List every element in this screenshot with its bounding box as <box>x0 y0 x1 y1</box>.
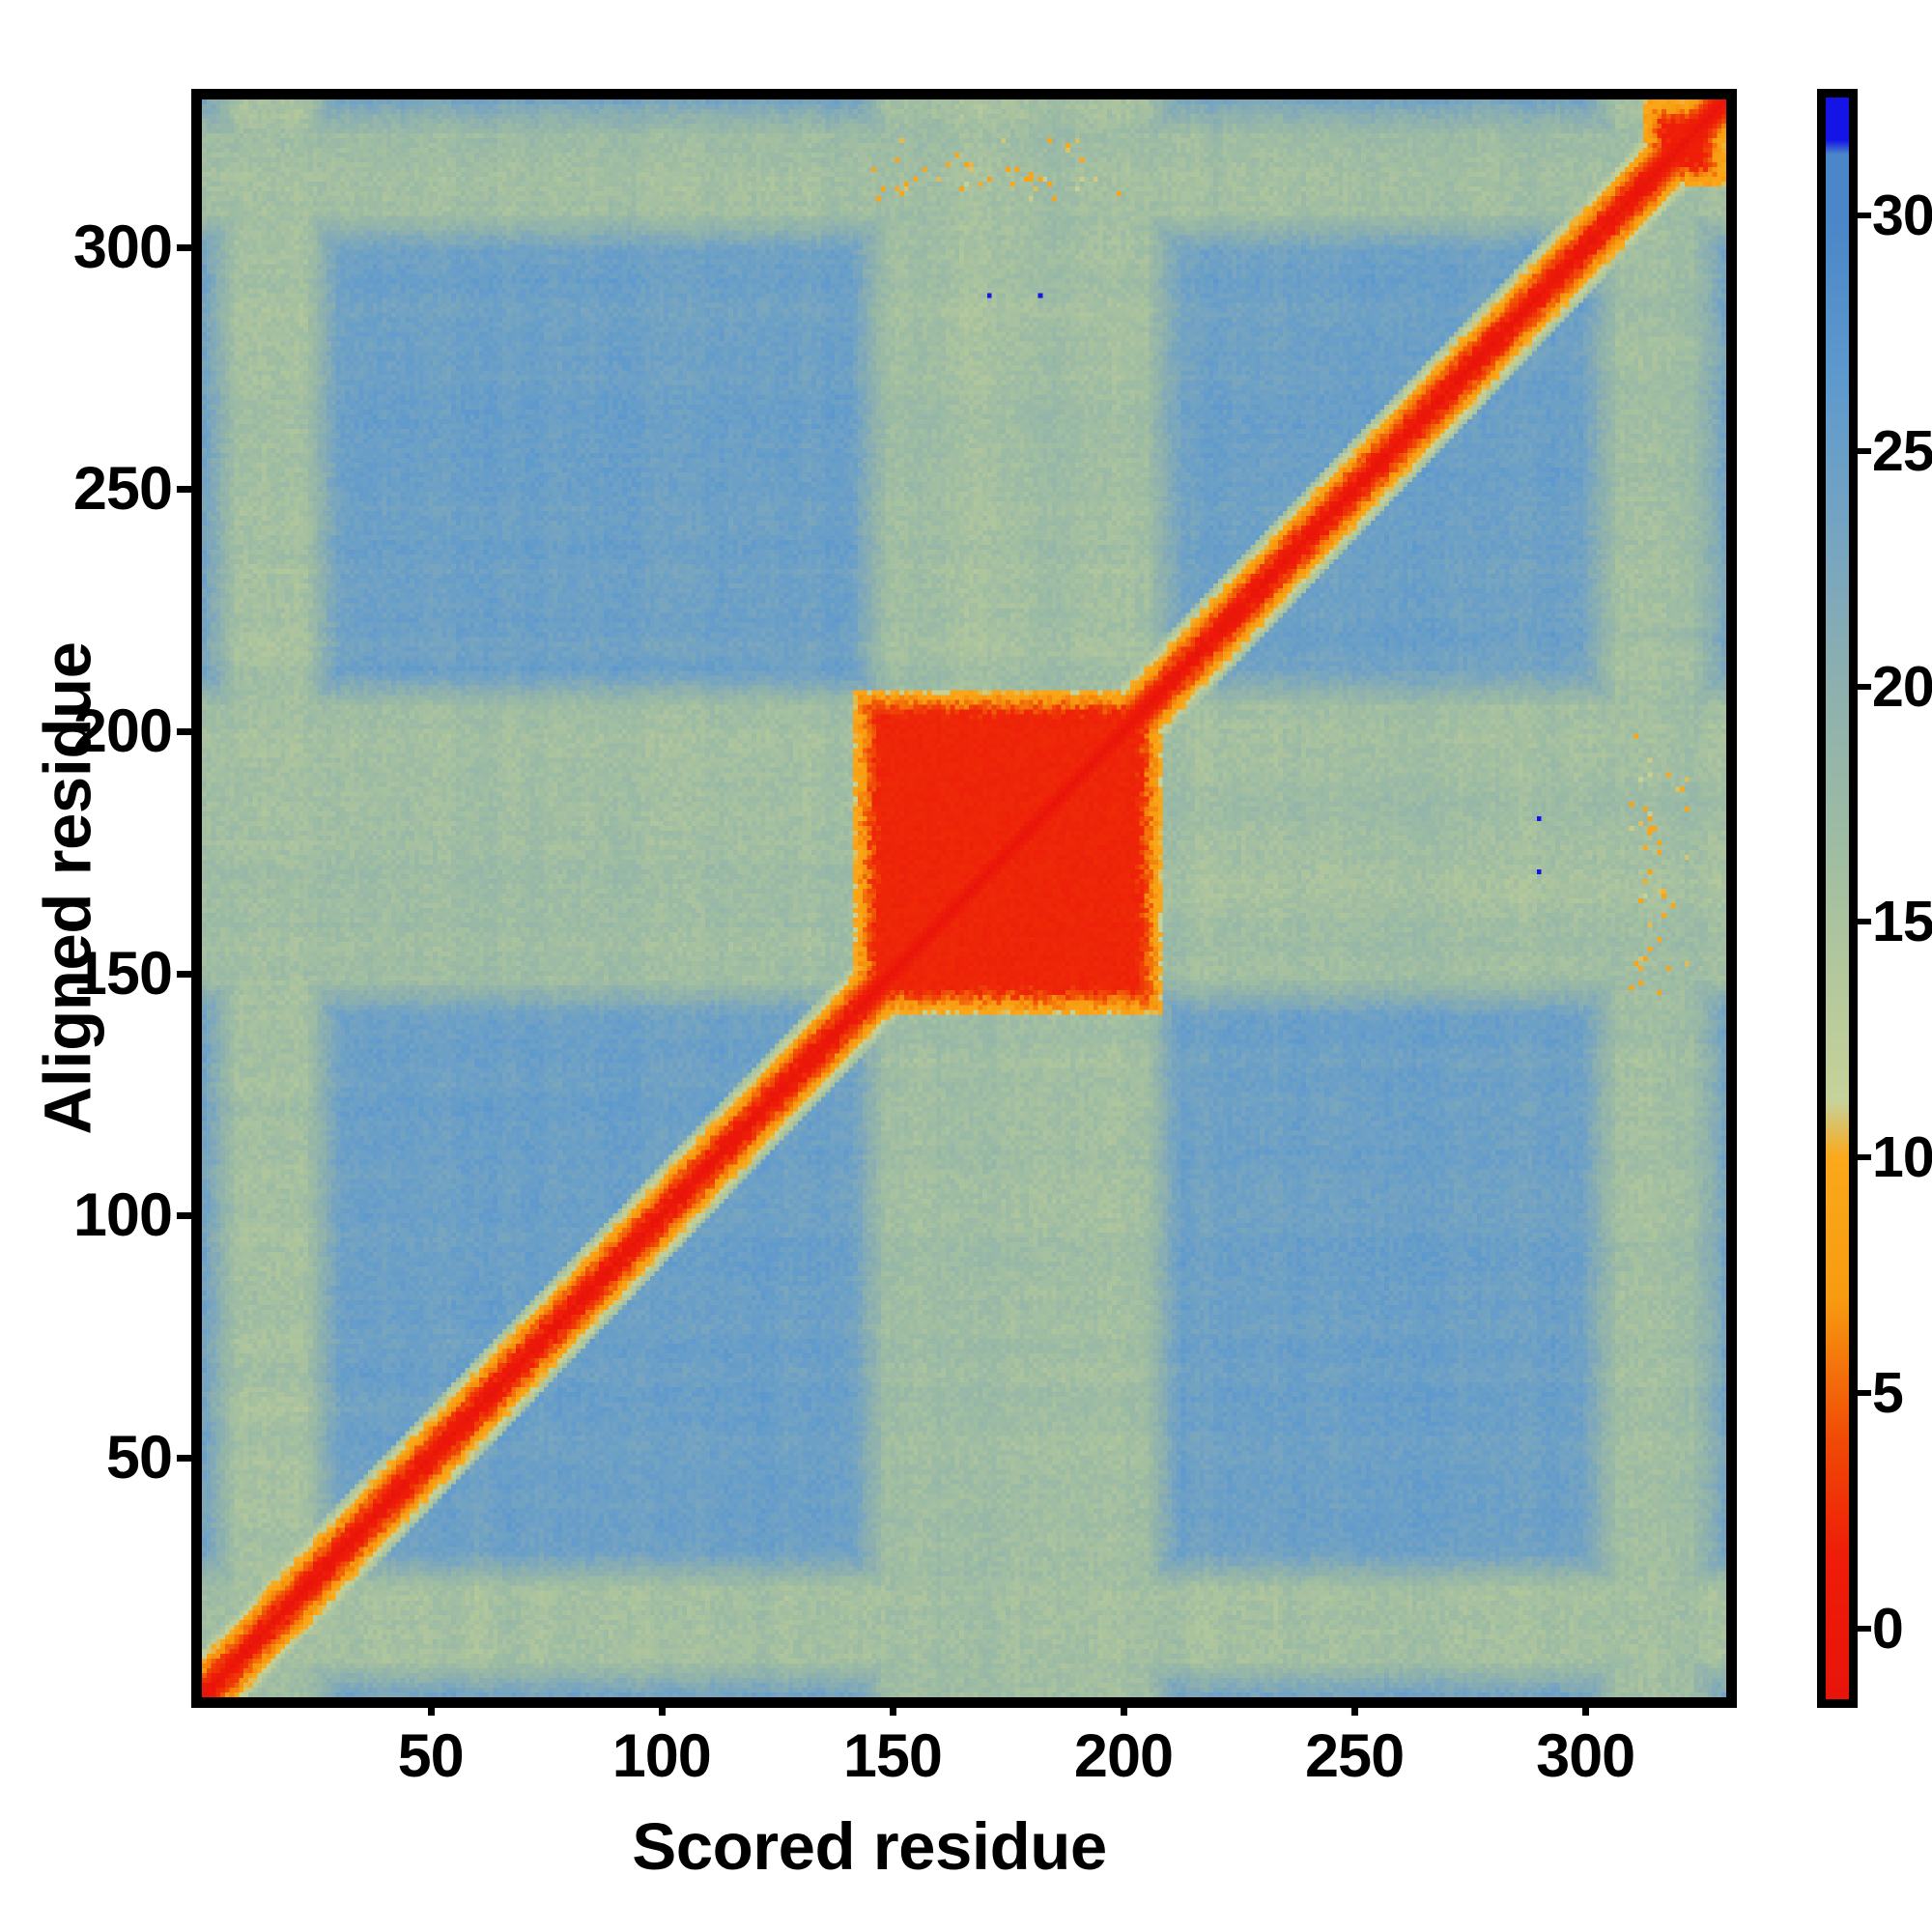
y-tick-label: 150 <box>72 939 173 1008</box>
y-tick-label: 100 <box>72 1181 173 1250</box>
colorbar-tick-mark <box>1858 447 1871 454</box>
x-axis-label: Scored residue <box>632 1809 1107 1884</box>
y-tick-mark <box>177 486 191 494</box>
x-tick-label: 50 <box>397 1722 465 1790</box>
colorbar-tick-mark <box>1858 1390 1871 1397</box>
y-tick-label: 50 <box>105 1423 173 1492</box>
colorbar-gradient <box>1826 98 1849 1699</box>
colorbar[interactable] <box>1817 89 1858 1708</box>
colorbar-tick-label: 30 <box>1872 183 1932 247</box>
y-tick-label: 300 <box>72 213 173 281</box>
y-tick-mark <box>177 1454 191 1462</box>
x-tick-label: 250 <box>1305 1722 1405 1790</box>
y-tick-label: 250 <box>72 455 173 524</box>
colorbar-tick-mark <box>1858 212 1871 218</box>
colorbar-tick-label: 15 <box>1872 890 1932 954</box>
x-tick-mark <box>658 1701 666 1716</box>
y-tick-mark <box>177 1212 191 1220</box>
x-tick-label: 200 <box>1073 1722 1174 1790</box>
x-tick-label: 150 <box>842 1722 943 1790</box>
colorbar-tick-label: 5 <box>1872 1361 1904 1426</box>
y-axis-label: Aligned residue <box>30 641 105 1135</box>
colorbar-tick-label: 25 <box>1872 418 1932 483</box>
y-tick-label: 200 <box>72 697 173 766</box>
x-tick-label: 300 <box>1536 1722 1635 1790</box>
colorbar-tick-mark <box>1858 1625 1871 1632</box>
colorbar-tick-mark <box>1858 919 1871 925</box>
x-tick-mark <box>1582 1701 1590 1716</box>
x-tick-mark <box>1120 1701 1127 1716</box>
y-tick-mark <box>177 970 191 978</box>
colorbar-tick-label: 0 <box>1872 1596 1904 1661</box>
heatmap-canvas[interactable] <box>202 99 1726 1697</box>
y-tick-mark <box>177 243 191 251</box>
colorbar-tick-label: 10 <box>1872 1125 1932 1190</box>
x-tick-mark <box>427 1701 435 1716</box>
y-tick-mark <box>177 728 191 736</box>
x-tick-mark <box>1351 1701 1359 1716</box>
x-tick-mark <box>889 1701 896 1716</box>
colorbar-tick-mark <box>1858 1154 1871 1161</box>
x-tick-label: 100 <box>611 1722 712 1790</box>
colorbar-tick-label: 20 <box>1872 654 1932 719</box>
heatmap-plot-area[interactable] <box>191 89 1737 1708</box>
colorbar-tick-mark <box>1858 683 1871 690</box>
